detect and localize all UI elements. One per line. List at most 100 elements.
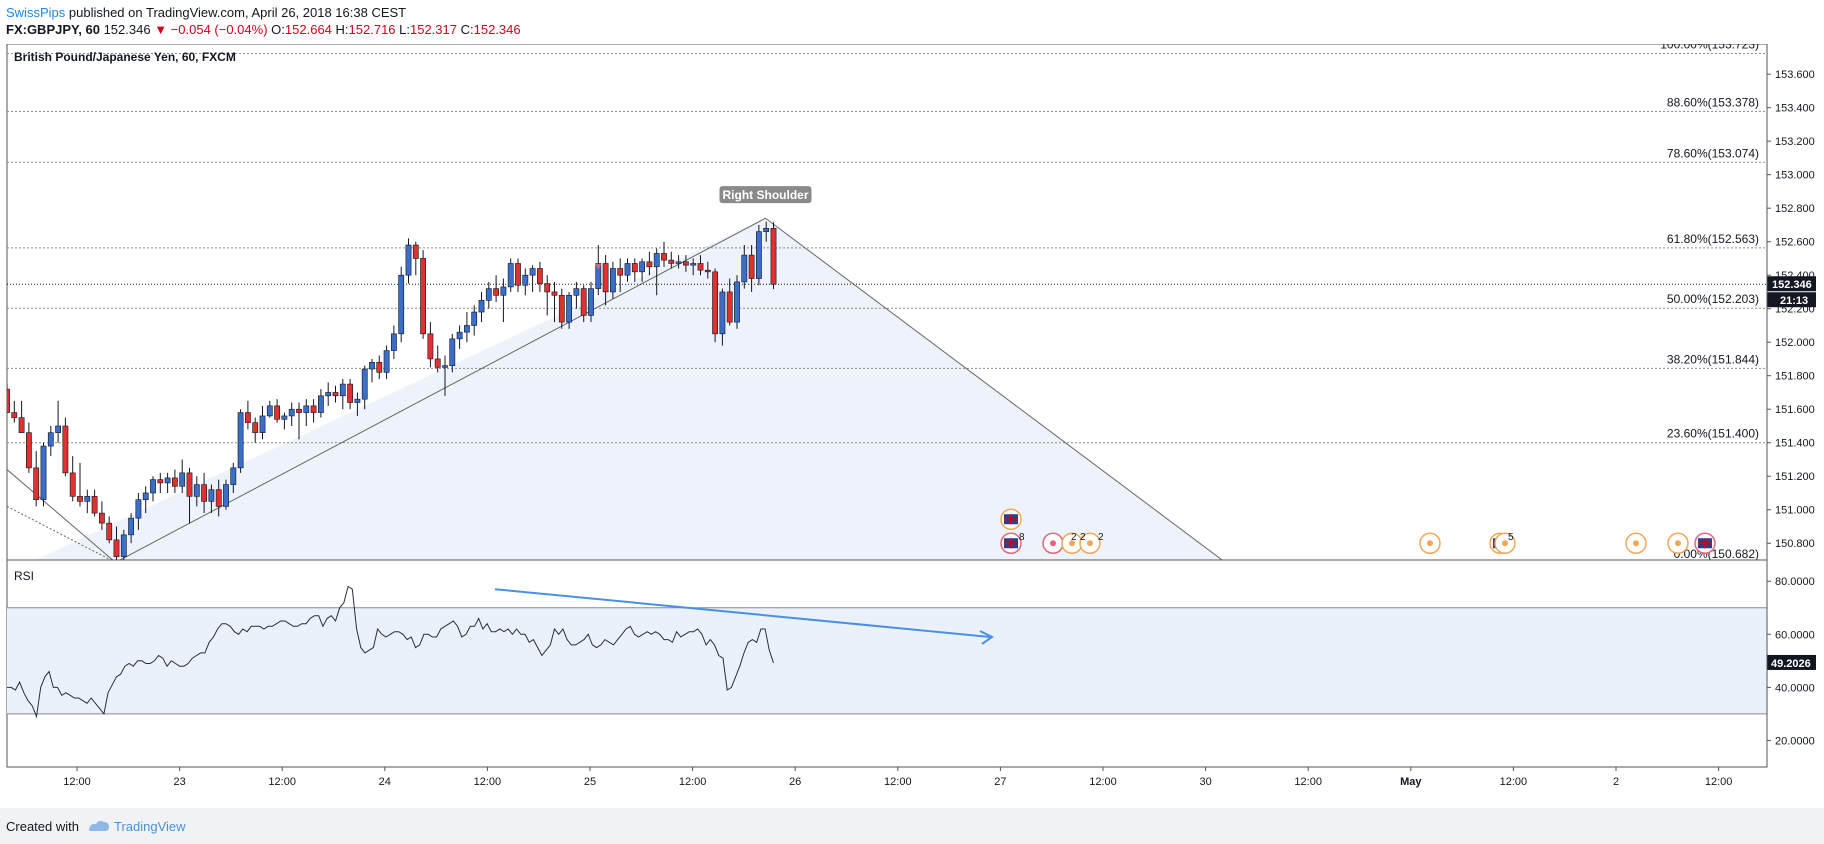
candle-body (11, 412, 18, 418)
chart-title: British Pound/Japanese Yen, 60, FXCM (14, 50, 236, 64)
author-link[interactable]: SwissPips (6, 5, 66, 20)
candle-body (77, 496, 83, 502)
candle-body (150, 479, 156, 494)
time-tick-label: 30 (1199, 776, 1211, 788)
price-pane[interactable]: 100.00%(153.723) 88.60%(153.378) 78.60%(15… (4, 44, 1767, 573)
event-dot (1502, 540, 1508, 547)
time-tick-label: 2 (1613, 776, 1619, 788)
fib-level-label: 23.60%(151.400) (1667, 427, 1759, 441)
candle-body (668, 259, 675, 264)
candle-body (193, 484, 200, 497)
low-label: L: (399, 22, 410, 37)
candle-body (69, 472, 76, 497)
candle-body (317, 395, 324, 413)
candle-body (763, 227, 770, 232)
candle-body (332, 392, 339, 397)
rsi-value-badge-text: 49.2026 (1771, 658, 1811, 670)
candle-body (726, 291, 733, 323)
countdown-badge (1767, 292, 1816, 308)
time-tick-label: 12:00 (63, 776, 91, 788)
candle-body (427, 333, 434, 360)
candle-body (47, 432, 54, 447)
candle-body (354, 398, 361, 403)
footer: Created with TradingView (0, 808, 1824, 844)
time-tick-label: 26 (789, 776, 801, 788)
candle-body (99, 512, 105, 524)
target-projection-line (765, 217, 1223, 560)
candle-body (266, 405, 273, 417)
time-tick-label: 12:00 (1500, 776, 1528, 788)
candle-body (478, 300, 485, 313)
candle-body (420, 258, 426, 335)
event-count-label: 8 (1019, 532, 1025, 543)
rsi-line (7, 585, 774, 719)
rsi-tick-label: 60.0000 (1775, 629, 1815, 641)
candle-body (595, 263, 602, 289)
candle-body (412, 244, 419, 259)
candle-body (734, 281, 740, 323)
candle-body (434, 358, 441, 368)
candle-body (186, 472, 193, 497)
candle-body (157, 479, 164, 484)
tradingview-logo-icon (89, 820, 109, 831)
close-label: C: (460, 22, 474, 37)
candle-body (347, 383, 353, 403)
candle-body (274, 405, 280, 420)
candle-body (215, 489, 222, 507)
candle-body (237, 412, 244, 469)
fib-level-label: 50.00%(152.203) (1667, 292, 1759, 306)
candle-body (245, 412, 251, 423)
rsi-divergence-arrow (494, 588, 991, 638)
candle-body (296, 408, 302, 413)
candle-body (325, 392, 332, 397)
left-pattern-dotted-line (7, 505, 113, 560)
event-count-label: 2 (1071, 532, 1077, 543)
event-count-label: 2 (1080, 532, 1086, 543)
candle-body (376, 362, 383, 373)
countdown-badge-text: 21:13 (1780, 295, 1808, 307)
event-dot (1069, 540, 1075, 547)
candle-body (712, 271, 718, 335)
candle-body (770, 227, 777, 285)
candle-body (259, 415, 266, 433)
candle-body (653, 253, 660, 268)
event-dot (1050, 540, 1056, 547)
price-tick-label: 152.800 (1775, 203, 1815, 215)
candle-body (661, 253, 667, 261)
fib-level-label: 88.60%(153.378) (1667, 95, 1759, 109)
last-price-badge (1767, 276, 1816, 292)
rsi-tick-label: 20.0000 (1775, 735, 1815, 747)
publication-info: SwissPips published on TradingView.com, … (6, 5, 406, 20)
low-value: 152.317 (410, 22, 457, 37)
candle-body (675, 261, 682, 264)
price-tick-label: 153.200 (1775, 136, 1815, 148)
rsi-pane[interactable] (7, 585, 1767, 719)
time-tick-label: 12:00 (1705, 776, 1733, 788)
time-tick-label: 12:00 (1294, 776, 1322, 788)
candle-body (33, 467, 40, 500)
price-tick-label: 151.600 (1775, 404, 1815, 416)
last-price-text: 152.346 (103, 22, 151, 37)
event-dot (1087, 540, 1093, 547)
candle-body (383, 350, 390, 373)
event-count-label: 2 (1098, 532, 1104, 543)
candle-body (449, 338, 456, 366)
candle-body (84, 496, 91, 502)
time-tick-label: 12:00 (474, 776, 502, 788)
signal-marker-icon (595, 264, 602, 270)
price-tick-label: 151.800 (1775, 371, 1815, 383)
fib-level-label: 100.00%(153.723) (1660, 44, 1759, 52)
candle-body (230, 467, 237, 485)
candle-body (339, 383, 346, 397)
chart-area[interactable]: 100.00%(153.723) 88.60%(153.378) 78.60%(15… (0, 44, 1824, 808)
candle-body (252, 422, 259, 433)
candle-body (544, 283, 551, 293)
tradingview-link[interactable]: TradingView (114, 819, 186, 834)
pattern-shaded-area (35, 218, 1223, 560)
price-tick-label: 151.400 (1775, 438, 1815, 450)
rsi-title: RSI (14, 569, 34, 583)
price-tick-label: 152.000 (1775, 337, 1815, 349)
candle-body (704, 269, 711, 273)
rsi-value-badge (1767, 654, 1816, 670)
price-tick-label: 151.000 (1775, 505, 1815, 517)
